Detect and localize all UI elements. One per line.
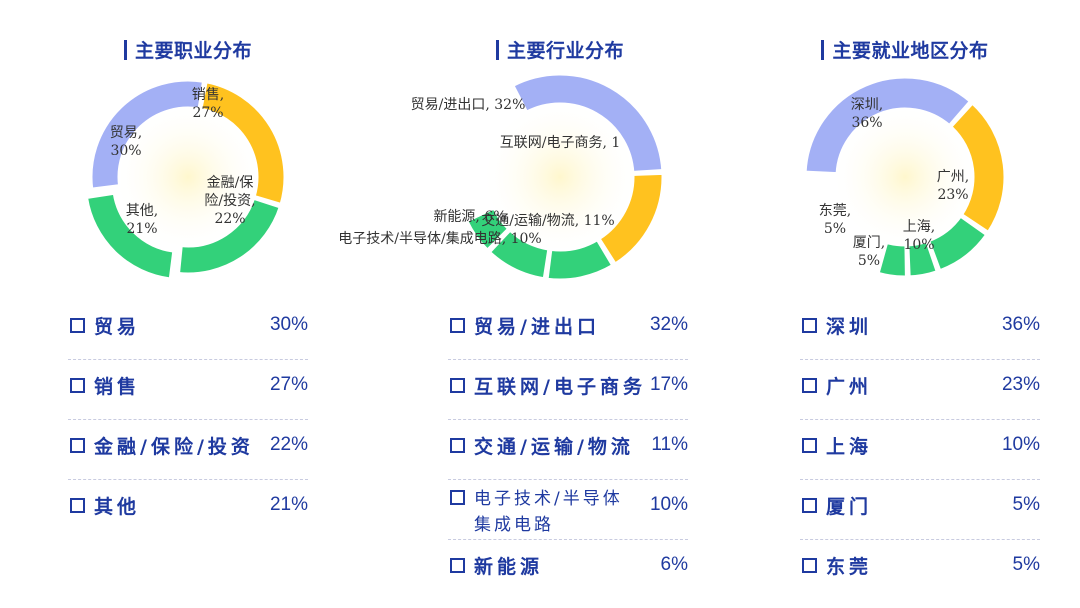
checkbox-square-icon xyxy=(450,378,465,393)
legend-occupation: 贸易 30% 销售 27% 金融/保险/投资 22% 其他 21% xyxy=(68,300,308,540)
legend-label: 新能源 xyxy=(474,556,544,578)
donut-slice-5 xyxy=(464,206,511,253)
legend-label: 广州 xyxy=(826,376,873,398)
slice-label-4: 其他, 21% xyxy=(126,203,158,237)
checkbox-square-icon xyxy=(802,498,817,513)
legend-row: 东莞 5% xyxy=(800,540,1040,600)
legend-label: 贸易 xyxy=(94,316,141,338)
donut-slice-3 xyxy=(926,214,989,273)
legend-label: 厦门 xyxy=(826,496,873,518)
panel-occupation: 主要职业分布 贸易, 30% 销售, 27% 金融/保险/投资, 22% 其他, 21% 贸易… xyxy=(58,0,318,608)
legend-percent: 5% xyxy=(1012,554,1040,575)
legend-row: 厦门 5% xyxy=(800,480,1040,540)
slice-label-1: 贸易/进出口, 32% xyxy=(411,97,526,113)
checkbox-square-icon xyxy=(70,438,85,453)
donut-slice-4 xyxy=(487,228,551,281)
legend-row: 其他 21% xyxy=(68,480,308,540)
donut-slice-2 xyxy=(597,171,665,267)
slice-label-5: 东莞, 5% xyxy=(819,203,851,237)
legend-label: 交通/运输/物流 xyxy=(474,436,634,458)
legend-row: 互联网/电子商务 17% xyxy=(448,360,688,420)
slice-label-4: 电子技术/半导体/集成电路, 10% xyxy=(338,230,541,247)
donut-slice-2 xyxy=(948,101,1007,235)
legend-label: 贸易/进出口 xyxy=(474,316,600,338)
legend-percent: 6% xyxy=(660,554,688,575)
slice-label-1: 贸易, 30% xyxy=(110,125,142,159)
legend-percent: 11% xyxy=(651,434,688,455)
donut-slice-3 xyxy=(545,237,615,282)
panel-industry: 主要行业分布 贸易/进出口, 32% 互联网/电子商务, 1 交通/运输/物流, 1… xyxy=(338,0,705,608)
legend-percent: 23% xyxy=(1001,374,1040,395)
donut-center-glow xyxy=(831,103,979,251)
legend-label: 互联网/电子商务 xyxy=(474,376,646,398)
donut-slice-2 xyxy=(199,79,287,207)
panel-title: 主要就业地区分布 xyxy=(770,36,1040,63)
donut-slice-1 xyxy=(510,72,665,175)
donut-chart-region: 深圳, 36% 广州, 23%上海, 10% 厦门, 5%东莞, 5% xyxy=(803,75,1007,279)
legend-row: 广州 23% xyxy=(800,360,1040,420)
legend-row: 贸易/进出口 32% xyxy=(448,300,688,360)
legend-percent: 5% xyxy=(1012,494,1040,515)
donut-slice-3 xyxy=(176,196,283,276)
slice-label-2: 广州, 23% xyxy=(937,169,969,203)
legend-percent: 27% xyxy=(269,374,308,395)
checkbox-square-icon xyxy=(450,318,465,333)
legend-row: 金融/保险/投资 22% xyxy=(68,420,308,480)
legend-percent: 22% xyxy=(269,434,308,455)
slice-label-2: 销售, 27% xyxy=(192,87,224,121)
slice-label-1: 深圳, 36% xyxy=(851,97,883,131)
checkbox-square-icon xyxy=(70,498,85,513)
donut-chart-occupation: 贸易, 30% 销售, 27% 金融/保险/投资, 22% 其他, 21% xyxy=(84,78,287,281)
checkbox-square-icon xyxy=(70,378,85,393)
legend-percent: 10% xyxy=(1001,434,1040,455)
legend-percent: 30% xyxy=(269,314,308,335)
legend-row: 贸易 30% xyxy=(68,300,308,360)
legend-row: 新能源 6% xyxy=(448,540,688,600)
legend-percent: 17% xyxy=(649,374,688,395)
checkbox-square-icon xyxy=(450,438,465,453)
legend-row: 深圳 36% xyxy=(800,300,1040,360)
checkbox-square-icon xyxy=(802,438,817,453)
legend-region: 深圳 36% 广州 23% 上海 10% 厦门 5% 东莞 5% xyxy=(800,300,1040,600)
donut-slice-1 xyxy=(803,75,973,176)
checkbox-square-icon xyxy=(802,558,817,573)
legend-percent: 36% xyxy=(1001,314,1040,335)
legend-percent: 21% xyxy=(269,494,308,515)
checkbox-square-icon xyxy=(450,558,465,573)
legend-label: 其他 xyxy=(94,496,141,518)
legend-label: 深圳 xyxy=(826,316,873,338)
slice-label-3: 金融/保险/投资, 22% xyxy=(204,175,255,227)
legend-row: 上海 10% xyxy=(800,420,1040,480)
checkbox-square-icon xyxy=(450,490,465,505)
legend-row: 电子技术/半导体 集成电路 10% xyxy=(448,480,688,540)
legend-label: 金融/保险/投资 xyxy=(94,436,254,458)
donut-center-glow xyxy=(481,98,639,256)
slice-label-3: 上海, 10% xyxy=(903,219,935,253)
legend-percent: 32% xyxy=(649,314,688,335)
panel-title: 主要行业分布 xyxy=(415,36,705,63)
legend-label: 上海 xyxy=(826,436,873,458)
checkbox-square-icon xyxy=(70,318,85,333)
legend-percent: 10% xyxy=(649,494,688,515)
legend-label: 东莞 xyxy=(826,556,873,578)
checkbox-square-icon xyxy=(802,318,817,333)
donut-center-glow xyxy=(113,102,263,252)
donut-chart-industry: 贸易/进出口, 32% 互联网/电子商务, 1 交通/运输/物流, 11%电子技术/… xyxy=(338,72,665,282)
legend-label: 销售 xyxy=(94,376,141,398)
panel-region: 主要就业地区分布 深圳, 36% 广州, 23% 上海, 10% 厦门, 5% 东莞, 5% 深圳… xyxy=(770,0,1040,608)
slice-label-2: 互联网/电子商务, 1 xyxy=(500,135,621,151)
donut-slice-4 xyxy=(84,191,176,281)
checkbox-square-icon xyxy=(802,378,817,393)
donut-slice-1 xyxy=(89,78,206,191)
donut-slice-4 xyxy=(906,239,940,279)
slice-label-3: 交通/运输/物流, 11% xyxy=(481,212,614,229)
legend-row: 交通/运输/物流 11% xyxy=(448,420,688,480)
legend-label: 电子技术/半导体 集成电路 xyxy=(474,489,623,535)
panel-title: 主要职业分布 xyxy=(58,36,318,63)
legend-industry: 贸易/进出口 32% 互联网/电子商务 17% 交通/运输/物流 11% 电子技术/半导体集… xyxy=(448,300,688,600)
slice-label-5: 新能源, 6% xyxy=(433,209,506,225)
donut-slice-5 xyxy=(876,240,908,279)
slice-label-4: 厦门, 5% xyxy=(853,235,885,269)
legend-row: 销售 27% xyxy=(68,360,308,420)
